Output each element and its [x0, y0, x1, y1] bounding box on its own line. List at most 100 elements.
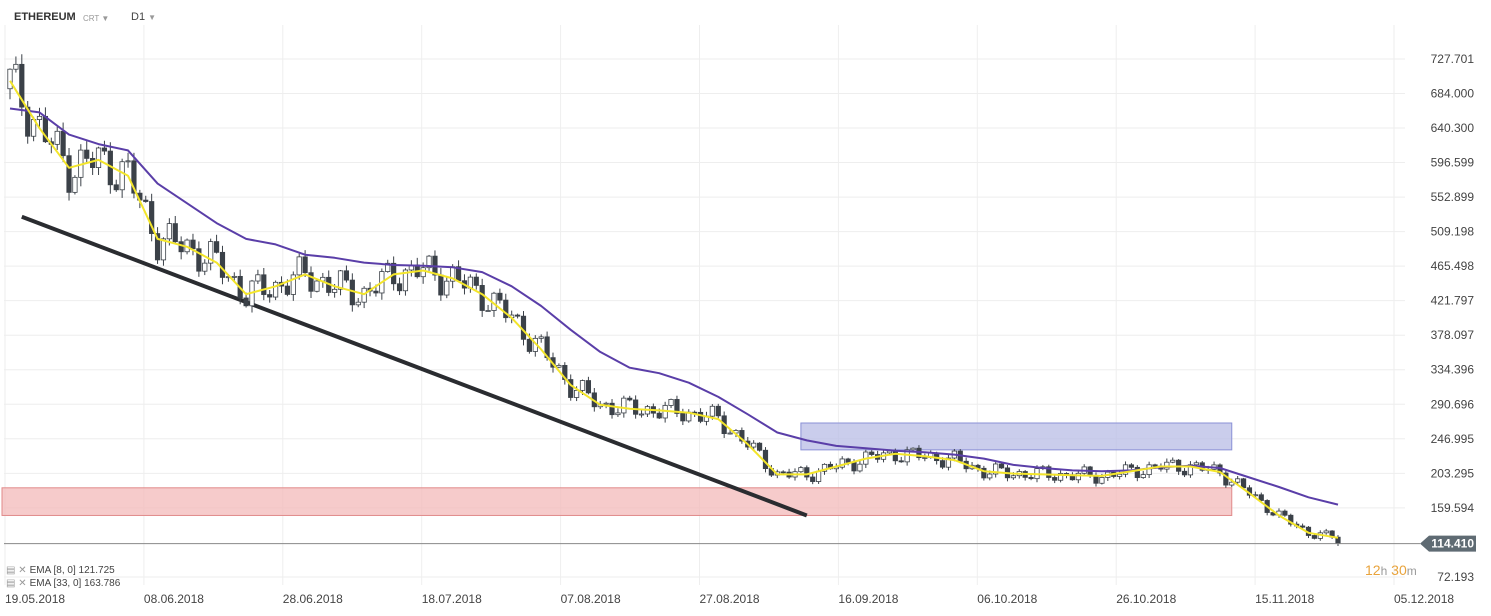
candle-body: [739, 430, 745, 442]
candle-body: [19, 63, 25, 108]
candle-body: [615, 412, 621, 416]
candle-body: [361, 287, 367, 303]
indicator-value: 163.786: [84, 578, 121, 589]
candle-body: [574, 389, 580, 398]
candle-body: [538, 336, 544, 339]
candle-body: [585, 380, 592, 394]
candle-body: [1128, 464, 1135, 468]
candle-body: [1010, 475, 1016, 479]
y-tick-label: 378.097: [1431, 328, 1475, 342]
candle-body: [402, 269, 409, 292]
x-tick-label: 27.08.2018: [700, 592, 760, 606]
candle-body: [497, 292, 503, 301]
candle-body: [727, 432, 733, 435]
symbol-subtitle[interactable]: CRT ▼: [83, 14, 109, 23]
x-axis: 19.05.2018 08.06.2018 28.06.2018 18.07.2018…: [5, 592, 1454, 606]
trendline-layer: [21, 214, 808, 518]
countdown-minutes: 30: [1391, 562, 1407, 578]
x-tick-label: 15.11.2018: [1255, 592, 1314, 606]
candle-body: [60, 130, 66, 157]
candle-body: [1057, 473, 1064, 481]
candle-body: [1146, 464, 1152, 476]
candle-body: [36, 115, 43, 120]
candle-body: [66, 155, 72, 193]
timeframe-label: D1: [131, 11, 146, 23]
candle-body: [219, 251, 226, 278]
candle-body: [922, 457, 928, 459]
current-price-badge-layer: 114.410: [1420, 535, 1476, 552]
y-tick-label: 72.193: [1437, 570, 1474, 584]
ema-33-line: [9, 107, 1339, 506]
candle-body: [1288, 514, 1294, 525]
candle-body: [343, 270, 350, 281]
candle-body: [939, 460, 946, 468]
candle-body: [556, 364, 562, 368]
candle-body: [119, 161, 125, 191]
candle-body: [869, 451, 875, 455]
candle-body: [756, 442, 763, 451]
candle-body: [697, 411, 704, 422]
chevron-down-icon: ▼: [148, 13, 157, 22]
candle-body: [709, 405, 715, 417]
candle-body: [473, 276, 479, 286]
candle-body: [1170, 459, 1176, 463]
candle-body: [1240, 478, 1247, 489]
candle-body: [1052, 477, 1058, 481]
close-icon[interactable]: ▤ ✕: [6, 578, 27, 589]
candle-body: [1152, 464, 1158, 467]
symbol-subtitle-text: CRT: [83, 14, 100, 23]
y-tick-label: 421.797: [1431, 294, 1475, 308]
candle-body: [656, 412, 662, 419]
candle-body: [95, 147, 102, 168]
x-tick-label: 05.12.2018: [1394, 592, 1454, 606]
candle-body: [332, 288, 338, 293]
y-tick-label: 727.701: [1431, 52, 1475, 66]
indicator-legend-ema-fast[interactable]: ▤ ✕ EMA [8, 0] 121.725: [6, 565, 115, 576]
candle-body: [272, 281, 279, 298]
candle-body: [178, 241, 184, 253]
x-tick-label: 18.07.2018: [422, 592, 482, 606]
price-zones: [1, 422, 1233, 516]
candle-body: [898, 460, 904, 463]
candle-body: [444, 280, 450, 296]
current-price-badge: [1420, 535, 1476, 552]
candle-body: [1282, 510, 1288, 516]
candle-body: [845, 458, 851, 463]
trendline: [21, 214, 808, 518]
candle-body: [821, 463, 828, 472]
candle-body: [1046, 466, 1052, 478]
candle-body: [308, 272, 314, 292]
candle-body: [196, 248, 202, 272]
candle-body: [267, 294, 273, 298]
candle-body: [255, 274, 261, 282]
candle-body: [154, 233, 161, 261]
candle-body: [1258, 494, 1264, 501]
candle-body: [396, 283, 403, 292]
close-icon[interactable]: ▤ ✕: [6, 565, 27, 576]
candle-body: [296, 256, 302, 276]
candle-body: [892, 450, 898, 462]
candle-body: [373, 290, 379, 294]
candle-body: [302, 256, 308, 274]
timeframe-selector[interactable]: D1 ▼: [131, 11, 156, 23]
candle-countdown: 12h 30m: [1365, 562, 1417, 578]
countdown-minutes-unit: m: [1406, 564, 1417, 578]
candle-body: [355, 301, 361, 306]
y-tick-label: 334.396: [1431, 363, 1475, 377]
candle-body: [603, 402, 609, 405]
candle-body: [851, 461, 857, 472]
indicator-legend-ema-slow[interactable]: ▤ ✕ EMA [33, 0] 163.786: [6, 578, 120, 589]
symbol-name[interactable]: ETHEREUM: [14, 11, 76, 23]
candle-body: [680, 413, 686, 422]
x-tick-label: 28.06.2018: [283, 592, 343, 606]
y-tick-label: 465.498: [1431, 259, 1475, 273]
candle-body: [54, 130, 60, 145]
chevron-down-icon: ▼: [101, 14, 110, 23]
candle-body: [284, 285, 291, 295]
candle-body: [715, 405, 721, 417]
candle-body: [816, 470, 822, 482]
candle-body: [526, 338, 532, 352]
y-tick-label: 684.000: [1431, 86, 1475, 100]
ema-8-line: [9, 80, 1339, 539]
